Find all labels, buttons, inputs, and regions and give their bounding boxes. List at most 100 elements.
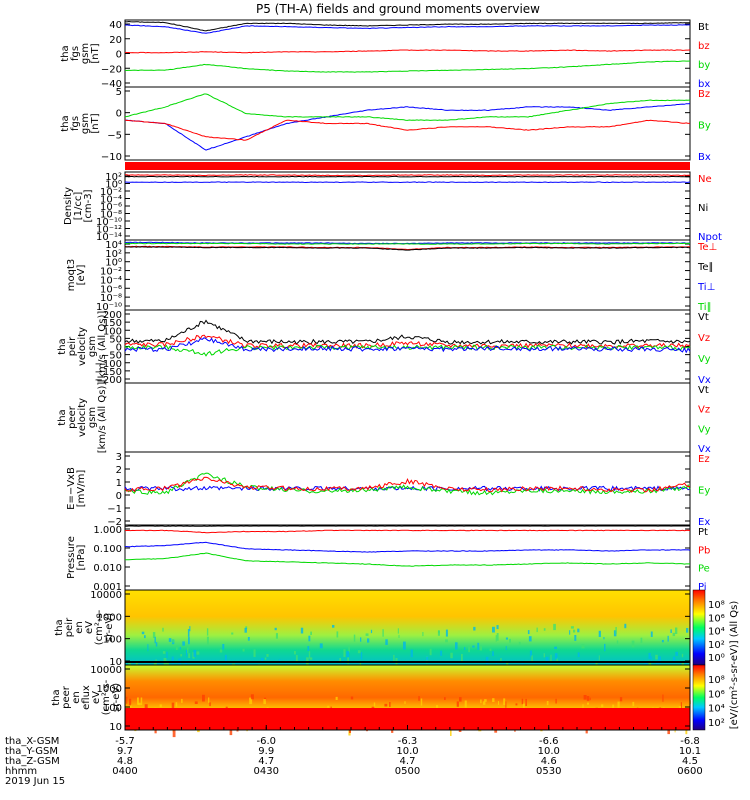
legend-label: Vy bbox=[698, 424, 711, 435]
legend-label: Ez bbox=[698, 454, 710, 465]
series-line-by bbox=[124, 60, 691, 73]
spectrogram-cell bbox=[527, 630, 530, 635]
spectrogram-cell bbox=[398, 634, 400, 638]
spectrogram-cell bbox=[640, 637, 643, 643]
spectrogram-low-energy-band bbox=[125, 708, 690, 730]
legend-label: Pe bbox=[698, 564, 710, 575]
x-tick-label: 0430 bbox=[254, 766, 279, 777]
spectrogram-cell bbox=[209, 702, 211, 707]
y-tick-label: 10² bbox=[105, 172, 122, 183]
y-axis-label: [km/s (All Qs)] bbox=[97, 311, 108, 383]
spectrogram-cell bbox=[159, 704, 162, 708]
spectrogram-cell bbox=[509, 638, 511, 643]
red-band-bar bbox=[125, 162, 690, 170]
y-tick-label: 20 bbox=[109, 35, 122, 46]
spectrogram-cell bbox=[365, 633, 369, 636]
y-axis-label: sr-eV) bbox=[104, 613, 115, 642]
spectrogram-cell bbox=[404, 701, 406, 704]
spectrogram-cell bbox=[601, 704, 604, 708]
spectrogram-cell bbox=[335, 696, 338, 700]
spectrogram-cell bbox=[194, 701, 198, 704]
spectrogram-cell bbox=[529, 650, 532, 657]
y-tick-label: 0.100 bbox=[93, 544, 122, 555]
spectrogram-cell bbox=[346, 651, 350, 658]
y-tick-label: 10² bbox=[105, 249, 122, 260]
spectrogram-cell bbox=[308, 635, 311, 642]
spectrogram-cell bbox=[294, 651, 296, 655]
x-tick-label: 0600 bbox=[677, 766, 702, 777]
spectrogram-cell bbox=[384, 703, 388, 707]
y-axis-label: fgs bbox=[70, 116, 81, 131]
spectrogram-cell bbox=[522, 703, 525, 709]
spectrogram-cell bbox=[245, 626, 248, 630]
spectrogram-cell bbox=[655, 661, 659, 666]
spectrogram-cell bbox=[598, 655, 600, 661]
series-line-bx bbox=[124, 24, 690, 34]
y-axis-label: (cm²-s- bbox=[101, 679, 112, 715]
spectrogram-cell bbox=[450, 652, 453, 659]
y-axis-label: [eV] bbox=[76, 265, 87, 286]
spectrogram-cell bbox=[545, 656, 549, 662]
x-tick-label: 0530 bbox=[536, 766, 561, 777]
series-line-Ex bbox=[124, 485, 691, 492]
series-line-Te∥ bbox=[124, 246, 691, 251]
y-tick-label: 10⁻¹⁴ bbox=[96, 232, 122, 243]
y-axis-label: tha bbox=[54, 619, 65, 635]
spectrogram-cell bbox=[410, 649, 413, 658]
y-tick-label: 150 bbox=[103, 318, 122, 329]
spectrogram-cell bbox=[615, 627, 617, 635]
y-tick-label: 10⁰ bbox=[105, 180, 122, 191]
y-axis-label: tha bbox=[51, 689, 62, 705]
panel-frame bbox=[124, 382, 691, 453]
spectrogram-cell bbox=[155, 642, 158, 647]
series-line-Ne bbox=[125, 174, 690, 177]
legend-label: Bz bbox=[698, 89, 710, 100]
colorbar-tick-label: 10⁶ bbox=[708, 613, 725, 624]
y-axis-label: [nPa] bbox=[76, 544, 87, 570]
spectrogram-cell bbox=[242, 648, 245, 652]
y-axis-label: gsm bbox=[80, 43, 91, 64]
spectrogram-cell bbox=[604, 643, 606, 652]
y-tick-label: 200 bbox=[103, 310, 122, 321]
colorbar-tick-label: 10⁶ bbox=[708, 689, 725, 700]
x-tick-label: -6.8 bbox=[680, 736, 700, 747]
spectrogram-cell bbox=[193, 649, 197, 657]
legend-label: Vt bbox=[698, 385, 709, 396]
y-axis-label: eV bbox=[91, 691, 102, 704]
spectrogram-cell bbox=[459, 697, 462, 702]
spectrogram-cell bbox=[619, 697, 623, 702]
spectrogram-cell bbox=[166, 651, 168, 659]
spectrogram-cell bbox=[464, 700, 467, 708]
spectrogram-cell bbox=[492, 698, 495, 702]
spectrogram-cell bbox=[231, 632, 234, 635]
spectrogram-cell bbox=[172, 639, 174, 643]
spectrogram-cell bbox=[154, 728, 157, 734]
y-axis-label: [km/s (All Qs)] bbox=[97, 382, 108, 454]
spectrogram-cell bbox=[461, 654, 463, 662]
spectrogram-cell bbox=[129, 704, 132, 708]
y-axis-label: E=−VxB bbox=[66, 467, 77, 510]
spectrogram-cell bbox=[300, 627, 304, 634]
y-tick-label: −100 bbox=[95, 359, 122, 370]
y-axis-label: [1/cc] bbox=[73, 192, 84, 221]
spectrogram-cell bbox=[274, 627, 277, 631]
spectrogram-cell bbox=[631, 640, 635, 648]
spectrogram-cell bbox=[489, 648, 492, 651]
spectrogram-cell bbox=[485, 656, 489, 665]
spectrogram-cell bbox=[343, 649, 346, 657]
spectrogram-cell bbox=[498, 701, 499, 705]
legend-label: Ti∥ bbox=[697, 302, 712, 313]
spectrogram-cell bbox=[680, 702, 682, 710]
spectrogram-cell bbox=[135, 661, 138, 667]
colorbar-tick-label: 10⁴ bbox=[708, 627, 725, 638]
legend-label: Pi bbox=[698, 582, 707, 593]
spectrogram-cell bbox=[577, 628, 580, 633]
y-axis-label: Pressure bbox=[66, 536, 77, 579]
spectrogram-cell bbox=[472, 645, 475, 648]
y-axis-label: velocity bbox=[77, 327, 88, 366]
spectrogram-cell bbox=[658, 656, 661, 664]
x-tick-label: 4.8 bbox=[117, 756, 133, 767]
spectrogram-cell bbox=[505, 701, 507, 708]
y-tick-label: 10⁻¹² bbox=[96, 225, 122, 236]
